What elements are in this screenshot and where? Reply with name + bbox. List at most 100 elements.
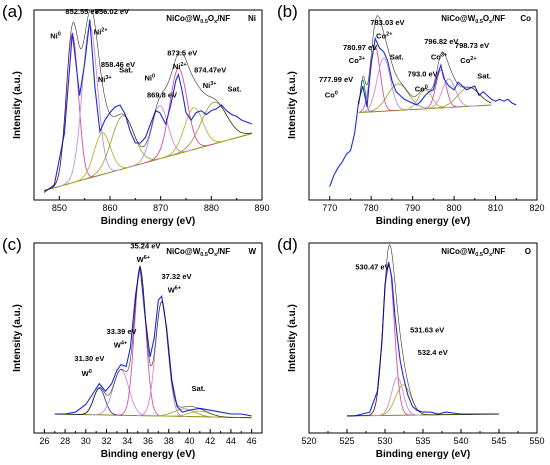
component-peak (142, 408, 226, 418)
x-tick-label: 535 (415, 436, 430, 446)
peak-annotation: Co3+ (349, 56, 365, 65)
annotation-text: Sat. (228, 85, 242, 94)
title-tail: /NF (217, 247, 230, 256)
x-tick-label: 525 (339, 436, 354, 446)
peak-annotation: 874.47eV (194, 66, 226, 75)
peak-annotation: W6+ (137, 255, 150, 264)
y-axis-label: Intensity (a.u.) (287, 304, 298, 372)
x-tick-label: 800 (447, 203, 462, 213)
panel-label: (c) (2, 235, 22, 254)
peak-annotation: Co3+ (431, 52, 447, 61)
peak-annotation: 37.32 eV (161, 272, 191, 281)
annotation-text: Ni (98, 75, 106, 84)
plot-frame (33, 9, 263, 201)
panel-label: (b) (277, 2, 298, 21)
panel-title: NiCo@W0.5Ox/NF (166, 247, 230, 258)
annotation-text: 780.97 eV (343, 43, 377, 52)
x-tick-label: 790 (405, 203, 420, 213)
annotation-text: 873.5 eV (167, 49, 197, 58)
title-mid: O (208, 14, 214, 23)
panel-title: NiCo@W0.5Ox/NF (441, 247, 505, 258)
panel-title: NiCo@W0.5Ox/NF (441, 14, 505, 25)
annotation-superscript: 0 (58, 32, 61, 38)
annotation-text: 532.4 eV (418, 348, 448, 357)
x-tick-label: 44 (226, 436, 236, 446)
annotation-text: W (82, 369, 90, 378)
title-mid: O (208, 247, 214, 256)
annotation-superscript: 3+ (441, 52, 447, 58)
x-tick-label: 28 (60, 436, 70, 446)
experimental-curve (43, 19, 253, 193)
peak-annotation: Ni3+ (203, 81, 217, 90)
annotation-superscript: 0 (89, 369, 92, 375)
x-tick-label: 860 (102, 203, 117, 213)
component-peak (422, 78, 476, 110)
annotation-text: 874.47eV (194, 66, 226, 75)
annotation-text: Ni (173, 62, 181, 71)
peak-annotation: 35.24 eV (130, 242, 160, 251)
component-peak (76, 387, 123, 416)
x-tick-label: 770 (322, 203, 337, 213)
annotation-superscript: 2+ (386, 32, 392, 38)
peak-annotation: 783.03 eV (370, 18, 404, 27)
x-tick-label: 46 (247, 436, 257, 446)
annotation-text: Co (349, 56, 359, 65)
x-tick-label: 810 (488, 203, 503, 213)
annotation-text: W (168, 285, 176, 294)
panel-label: (a) (2, 2, 23, 21)
peak-annotation: W0 (82, 369, 92, 378)
peak-annotation: 777.99 eV (319, 75, 353, 84)
annotation-superscript: 0 (425, 85, 428, 91)
panel-ni: 850 860 870 880 890 Binding energy (eV) Intens… (2, 2, 270, 227)
annotation-text: 869.8 eV (147, 90, 177, 99)
plot-frame (308, 242, 538, 434)
peak-annotation: 780.97 eV (343, 43, 377, 52)
peak-annotation: 873.5 eV (167, 49, 197, 58)
title-mid: O (483, 247, 489, 256)
annotation-text: Co (460, 56, 470, 65)
x-tick-label: 32 (102, 436, 112, 446)
x-axis-label: Binding energy (eV) (101, 449, 195, 460)
x-tick-label: 26 (39, 436, 49, 446)
x-tick-label: 890 (254, 203, 269, 213)
annotation-text: 31.30 eV (74, 354, 104, 363)
title-tail: /NF (492, 14, 505, 23)
x-tick-label: 850 (52, 203, 67, 213)
x-tick-label: 520 (301, 436, 316, 446)
peak-annotation: 858.46 eV (101, 60, 135, 69)
x-tick-label: 36 (143, 436, 153, 446)
annotation-superscript: 6+ (175, 285, 181, 291)
title-sub: x (214, 252, 218, 258)
peak-annotation: 531.63 eV (410, 325, 444, 334)
annotation-text: Co (325, 90, 335, 99)
component-peak (421, 69, 461, 110)
x-tick-label: 820 (529, 203, 544, 213)
annotation-text: W (114, 341, 122, 350)
annotation-text: 852.55 eV (65, 7, 99, 16)
x-tick-label: 42 (205, 436, 215, 446)
envelope-fit (358, 15, 492, 105)
annotation-text: 777.99 eV (319, 75, 353, 84)
panel-w: 26 28 30 32 34 36 38 40 42 44 46 Binding energy (eV… (2, 235, 263, 460)
annotation-text: 858.46 eV (101, 60, 135, 69)
peak-annotation: 796.82 eV (424, 37, 458, 46)
title-base: NiCo@W (441, 14, 475, 23)
panel-o: 520 525 530 535 540 545 550 Binding energy (eV)… (277, 235, 545, 460)
experimental-curve (347, 261, 499, 417)
annotation-superscript: 2+ (180, 62, 186, 68)
peak-annotation: Sat. (192, 384, 206, 393)
peak-annotation: Ni2+ (173, 62, 187, 71)
component-peak (77, 115, 168, 182)
x-tick-label: 530 (377, 436, 392, 446)
annotation-text: Co (376, 32, 386, 41)
title-base: NiCo@W (441, 247, 475, 256)
peak-annotation: W6+ (168, 285, 181, 294)
x-tick-label: 780 (364, 203, 379, 213)
component-peak (374, 376, 421, 416)
envelope-fit (54, 266, 252, 419)
annotation-text: 783.03 eV (370, 18, 404, 27)
title-base: NiCo@W (166, 247, 200, 256)
annotation-text: 33.39 eV (107, 327, 137, 336)
x-tick-label: 540 (453, 436, 468, 446)
annotation-text: 796.82 eV (424, 37, 458, 46)
